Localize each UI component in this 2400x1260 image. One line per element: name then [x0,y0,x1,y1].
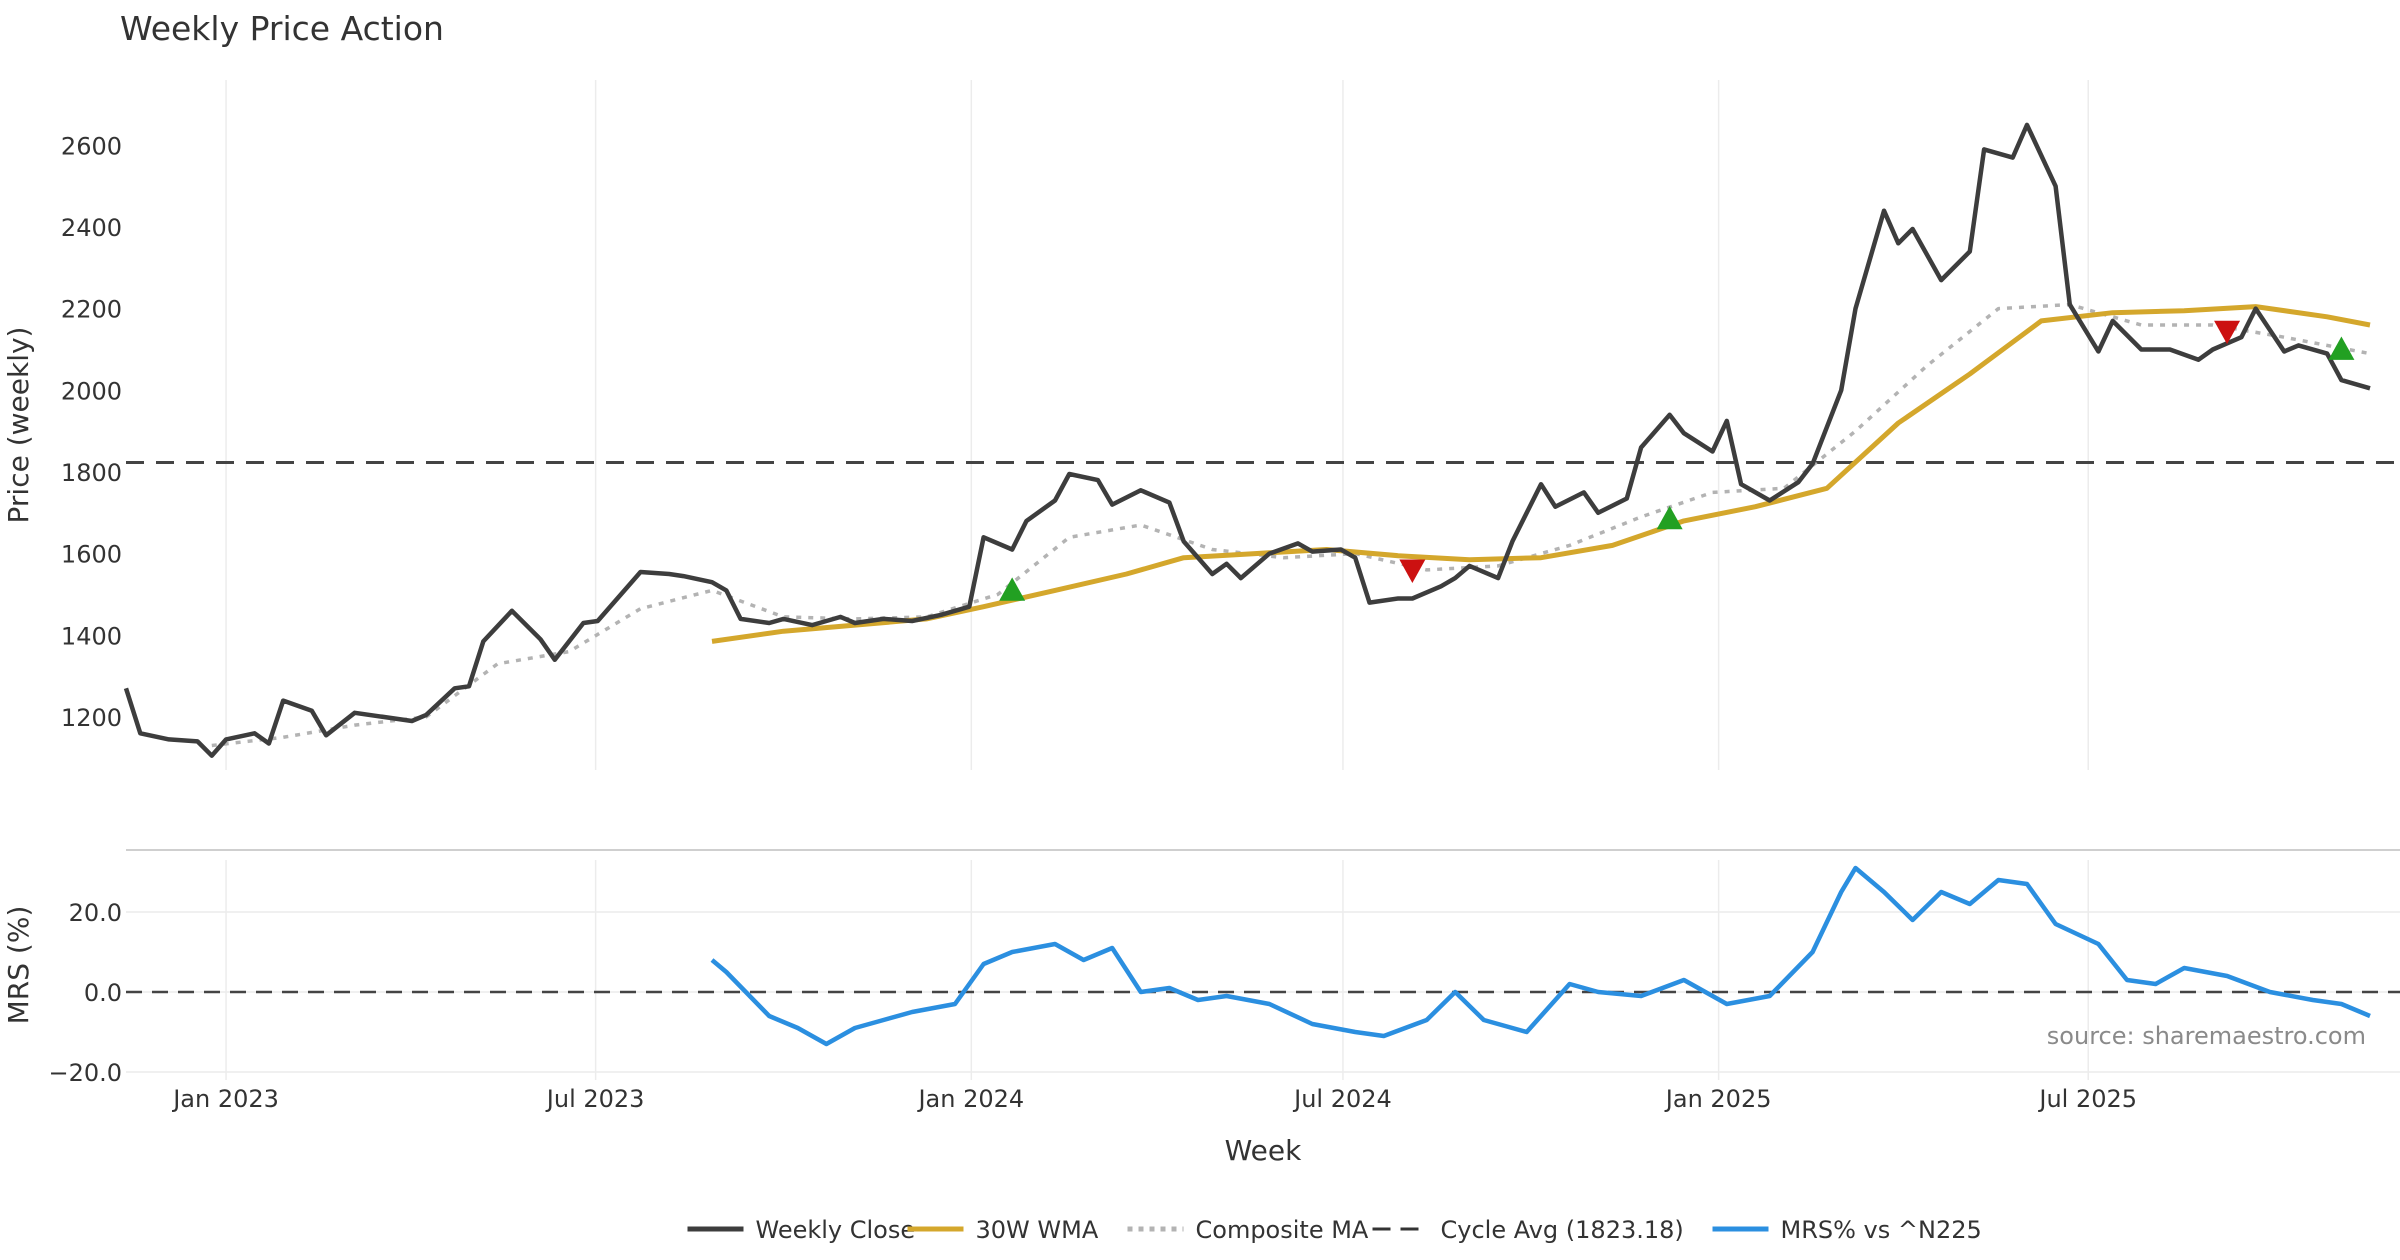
mrs-y-ticks: −20.0 0.0 20.0 [48,899,122,1087]
price-y-tick-label: 2400 [61,214,122,242]
buy-signal-marker [1656,505,1683,530]
legend-label: Cycle Avg (1823.18) [1441,1216,1684,1244]
price-y-tick-label: 1400 [61,622,122,650]
mrs-panel: −20.0 0.0 20.0 MRS (%) source: sharemaestr… [2,860,2400,1087]
mrs-y-axis-label: MRS (%) [2,906,35,1025]
mrs-y-tick-label: 0.0 [84,979,122,1007]
x-tick-label: Jul 2024 [1292,1085,1392,1113]
x-tick-label: Jul 2023 [545,1085,645,1113]
price-panel: 1200 1400 1600 1800 2000 2200 2400 2600 Price (… [2,80,2400,770]
x-axis-ticks: Jan 2023 Jul 2023 Jan 2024 Jul 2024 Jan 2025… [171,1085,2137,1113]
price-y-tick-label: 2600 [61,132,122,160]
x-tick-label: Jan 2025 [1664,1085,1772,1113]
sell-signal-marker [1399,559,1426,583]
composite-ma-line [211,302,2371,748]
price-y-ticks: 1200 1400 1600 1800 2000 2200 2400 2600 [61,132,122,732]
mrs-y-tick-label: 20.0 [69,899,122,927]
price-y-tick-label: 1800 [61,459,122,487]
legend-label: Weekly Close [756,1216,916,1244]
legend: Weekly Close 30W WMA Composite MA Cycle Avg… [687,1216,1982,1244]
mrs-y-tick-label: −20.0 [48,1059,122,1087]
signal-markers [999,320,2355,601]
sell-signal-marker [2214,320,2241,345]
x-tick-label: Jan 2023 [171,1085,279,1113]
price-y-tick-label: 1200 [61,704,122,732]
price-y-tick-label: 1600 [61,541,122,569]
chart-title: Weekly Price Action [120,9,444,48]
legend-label: 30W WMA [976,1216,1099,1244]
legend-label: MRS% vs ^N225 [1781,1216,1982,1244]
price-y-axis-label: Price (weekly) [2,327,35,524]
x-tick-label: Jul 2025 [2037,1085,2137,1113]
wma-30w-line [711,304,2371,644]
price-y-tick-label: 2200 [61,296,122,324]
mrs-line [710,865,2371,1047]
weekly-close-line [123,122,2371,758]
x-tick-label: Jan 2024 [916,1085,1024,1113]
buy-signal-marker [2328,336,2355,360]
x-axis-label: Week [1225,1134,1302,1167]
price-y-tick-label: 2000 [61,377,122,405]
price-gridlines [225,80,2089,770]
buy-signal-marker [999,577,1026,601]
source-note: source: sharemaestro.com [2047,1022,2366,1050]
legend-label: Composite MA [1196,1216,1369,1244]
